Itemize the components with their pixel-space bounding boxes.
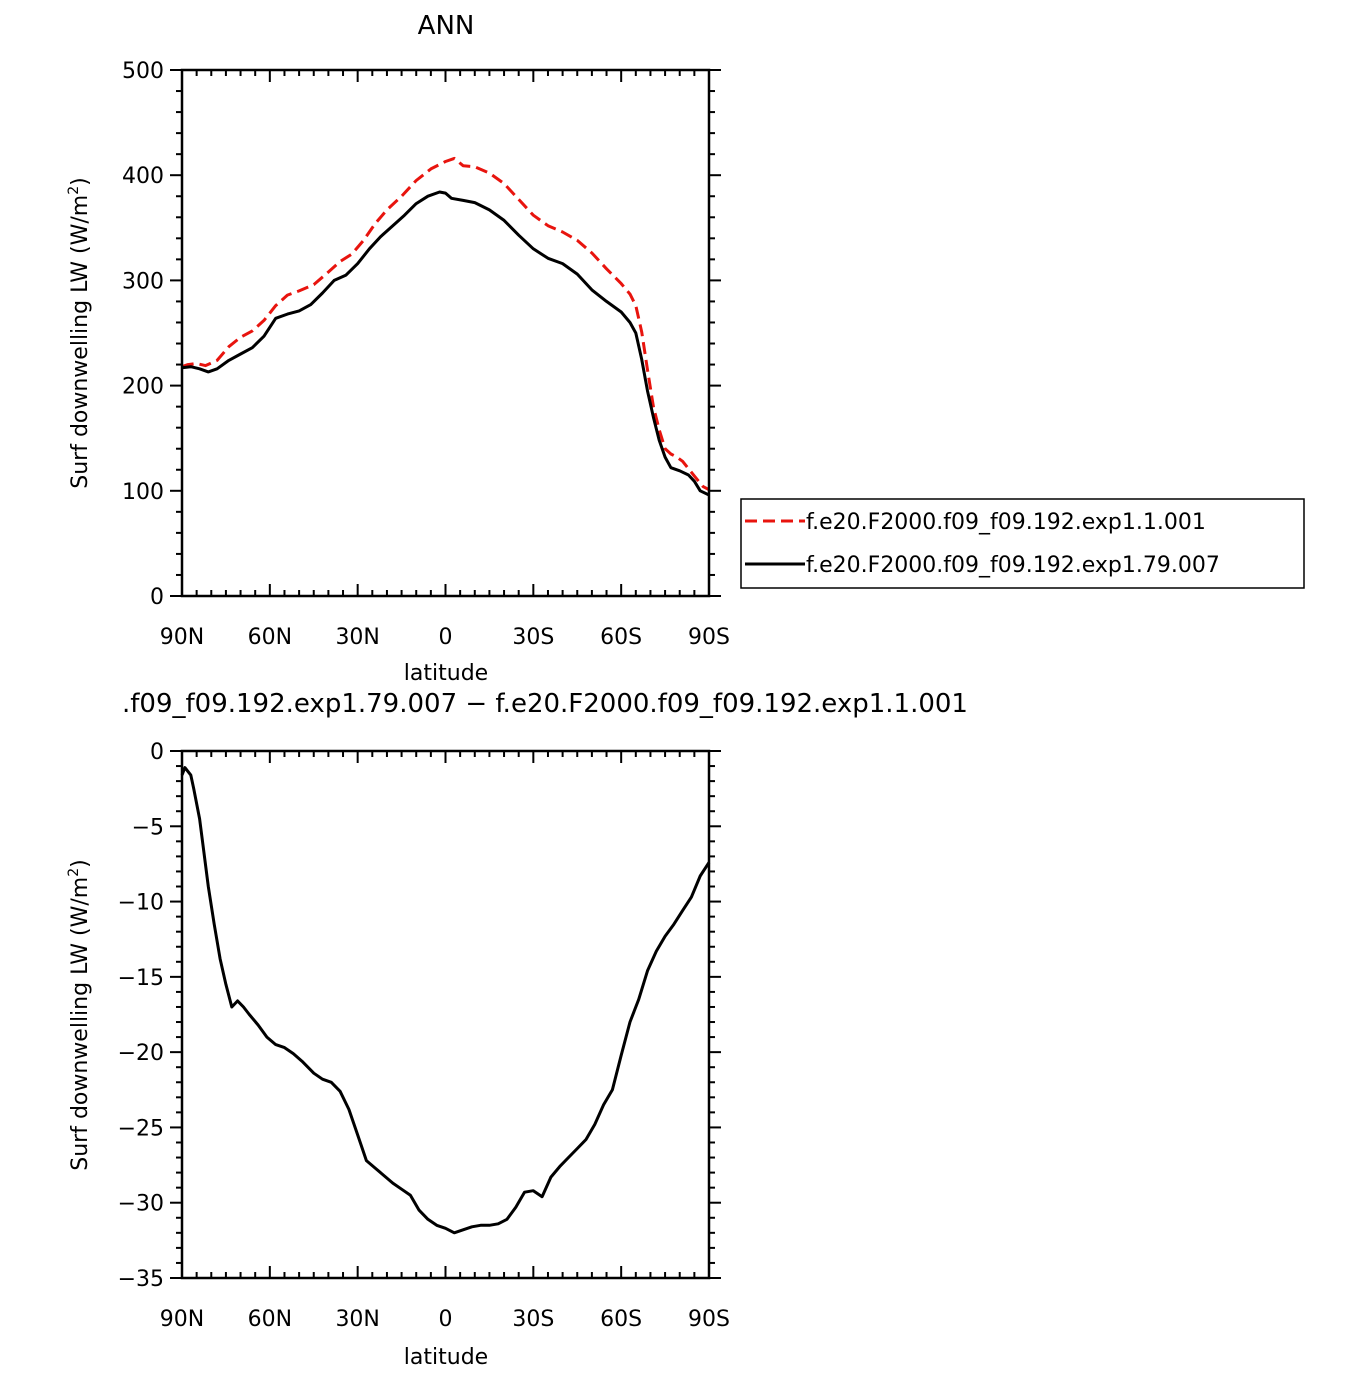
top-axis-ticks [170,69,721,597]
top-x-tick-label: 30N [335,625,379,650]
top-x-tick-label: 0 [439,625,453,650]
top-chart: ANN 0 100 200 300 400 500 90N 60N 30N 0 30S 60S 90S… [66,11,1305,686]
bottom-y-tick-label: −20 [118,1041,164,1066]
bottom-x-tick-label: 30N [335,1307,379,1332]
top-x-tick-label: 90N [160,625,204,650]
top-x-axis-title: latitude [404,661,488,686]
bottom-y-tick-labels: 0 −5 −10 −15 −20 −25 −30 −35 [118,740,164,1292]
bottom-axis-ticks [170,750,721,1279]
bottom-y-tick-label: −30 [118,1192,164,1217]
top-series-line-1 [181,190,710,497]
legend-box [740,498,1305,589]
bottom-x-tick-label: 0 [439,1307,453,1332]
top-y-tick-label: 0 [150,585,164,610]
top-y-tick-label: 200 [122,375,164,400]
bottom-y-tick-label: 0 [150,740,164,765]
legend-label-exp1-1-001: f.e20.F2000.f09_f09.192.exp1.1.001 [806,510,1206,535]
bottom-x-tick-labels: 90N 60N 30N 0 30S 60S 90S [160,1307,730,1332]
bottom-y-tick-label: −5 [132,815,164,840]
top-y-tick-label: 100 [122,480,164,505]
bottom-x-axis-title: latitude [404,1345,488,1370]
top-x-tick-label: 30S [512,625,554,650]
top-x-tick-label: 90S [688,625,730,650]
top-chart-title: ANN [418,11,475,41]
bottom-y-tick-label: −10 [118,891,164,916]
bottom-x-tick-label: 60N [248,1307,292,1332]
bottom-plot-frame [180,749,711,1280]
top-y-tick-label: 500 [122,59,164,84]
bottom-series-group [180,766,711,1235]
top-x-tick-labels: 90N 60N 30N 0 30S 60S 90S [160,625,730,650]
top-series-line-0 [181,156,710,492]
top-y-tick-label: 400 [122,164,164,189]
bottom-series-line-0 [180,766,711,1235]
bottom-x-tick-label: 60S [600,1307,642,1332]
bottom-y-axis-title: Surf downwelling LW (W/m2) [66,859,93,1171]
top-y-axis-title: Surf downwelling LW (W/m2) [66,177,93,489]
bottom-x-tick-label: 90S [688,1307,730,1332]
bottom-x-tick-label: 90N [160,1307,204,1332]
bottom-x-tick-label: 30S [512,1307,554,1332]
bottom-chart: .f09_f09.192.exp1.79.007 − f.e20.F2000.f… [66,689,968,1370]
bottom-y-tick-label: −15 [118,966,164,991]
top-plot-frame [180,68,711,598]
legend: f.e20.F2000.f09_f09.192.exp1.1.001 f.e20… [740,498,1305,589]
bottom-y-tick-label: −35 [118,1267,164,1292]
top-y-tick-label: 300 [122,269,164,294]
top-x-tick-label: 60S [600,625,642,650]
top-series-group [181,156,710,497]
bottom-chart-title: .f09_f09.192.exp1.79.007 − f.e20.F2000.f… [122,689,968,719]
top-x-tick-label: 60N [248,625,292,650]
bottom-y-tick-label: −25 [118,1116,164,1141]
legend-label-exp1-79-007: f.e20.F2000.f09_f09.192.exp1.79.007 [806,553,1220,578]
top-y-tick-labels: 0 100 200 300 400 500 [122,59,164,610]
